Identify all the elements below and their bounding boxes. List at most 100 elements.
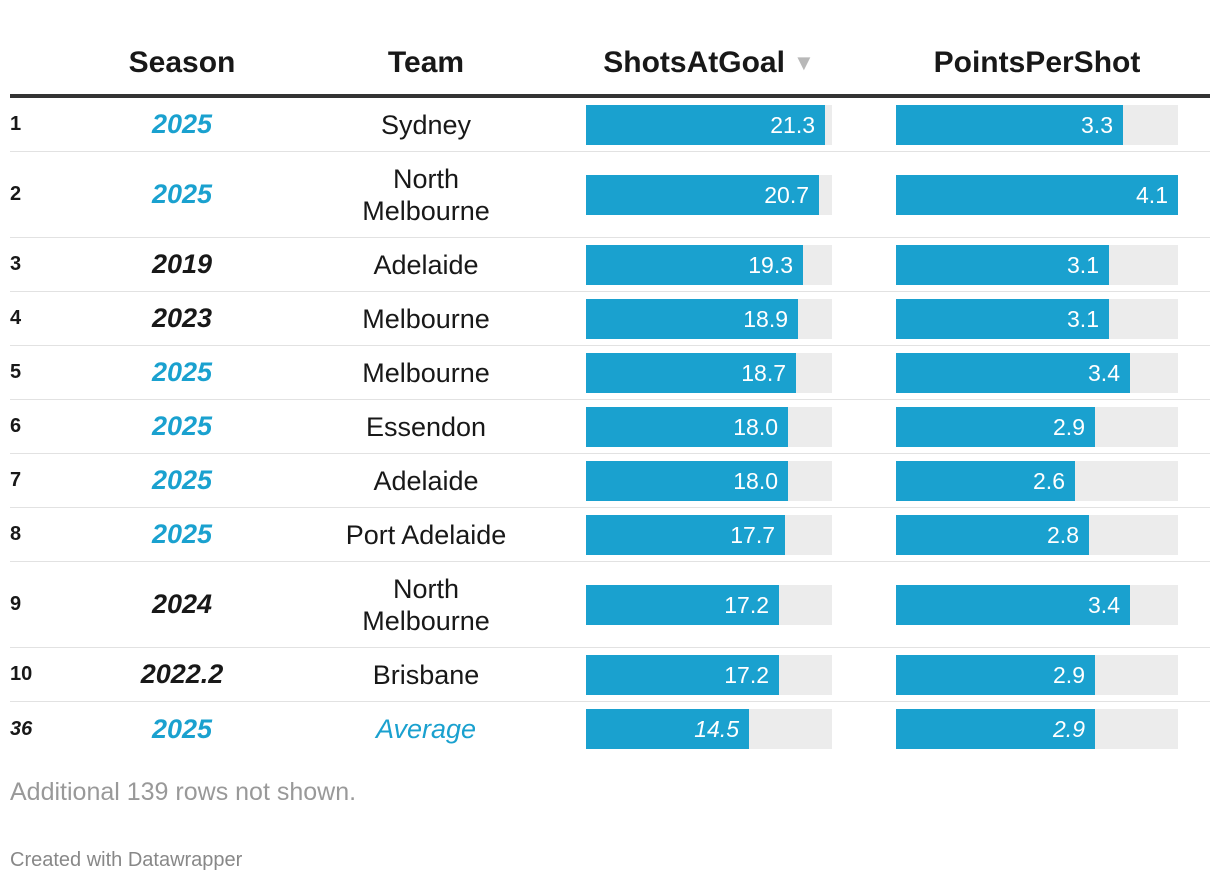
column-header-season-label: Season	[128, 46, 236, 79]
row-rank: 3	[10, 253, 22, 275]
shots-bar	[586, 407, 788, 447]
team-name-line: Essendon	[365, 411, 487, 442]
pps-value-label: 2.9	[1053, 716, 1085, 742]
row-rank: 9	[10, 593, 22, 615]
shots-bar	[586, 515, 785, 555]
pps-bar-track: 3.3	[896, 105, 1178, 145]
team-name-line: Melbourne	[362, 195, 490, 226]
column-header-team[interactable]: Team	[336, 46, 516, 80]
shots-bar	[586, 585, 779, 625]
season-cell: 2025	[151, 411, 213, 441]
table-row: 8 2025 Port Adelaide 17.7 2.8	[10, 508, 1210, 562]
team-cell: Sydney	[316, 98, 536, 151]
team-cell: Brisbane	[316, 648, 536, 701]
season-cell: 2019	[151, 249, 213, 279]
shots-bar-track: 18.9	[586, 299, 832, 339]
pps-bar	[896, 709, 1095, 749]
pps-bar	[896, 461, 1075, 501]
team-cell: North Melbourne	[316, 562, 536, 647]
pps-bar-track: 2.6	[896, 461, 1178, 501]
row-rank: 5	[10, 361, 22, 383]
shots-value-label: 18.0	[733, 414, 778, 440]
team-name-line: Sydney	[380, 109, 472, 140]
team-cell: Essendon	[316, 400, 536, 453]
rows-not-shown-note: Additional 139 rows not shown.	[10, 778, 357, 806]
pps-value-label: 2.6	[1033, 468, 1065, 494]
shots-bar	[586, 709, 749, 749]
shots-value-label: 14.5	[694, 716, 739, 742]
shots-bar-track: 17.7	[586, 515, 832, 555]
team-cell: North Melbourne	[316, 152, 536, 237]
shots-value-label: 21.3	[770, 112, 815, 138]
pps-bar-track: 2.9	[896, 655, 1178, 695]
season-cell: 2025	[151, 357, 213, 387]
table-body: 1 2025 Sydney 21.3 3.3 2 2025 North Melbourne 20.…	[10, 98, 1210, 756]
team-name-line: North	[392, 573, 459, 604]
row-rank: 36	[10, 717, 33, 740]
pps-value-label: 3.1	[1067, 306, 1099, 332]
column-header-team-label: Team	[387, 46, 465, 79]
shots-bar	[586, 353, 796, 393]
column-header-shots-at-goal[interactable]: ShotsAtGoal ▼	[586, 46, 832, 80]
shots-value-label: 18.9	[743, 306, 788, 332]
column-header-points-per-shot[interactable]: PointsPerShot	[896, 46, 1178, 80]
season-cell: 2025	[151, 713, 213, 744]
shots-bar	[586, 105, 825, 145]
column-header-season[interactable]: Season	[92, 46, 272, 80]
pps-bar-track: 2.9	[896, 709, 1178, 749]
table-row: 6 2025 Essendon 18.0 2.9	[10, 400, 1210, 454]
table-header: Season Team ShotsAtGoal ▼ PointsPerShot	[10, 26, 1210, 98]
table-row: 36 2025 Average 14.5 2.9	[10, 702, 1210, 756]
season-cell: 2022.2	[140, 659, 224, 689]
shots-bar-track: 21.3	[586, 105, 832, 145]
team-name-line: Melbourne	[362, 303, 490, 334]
table-row: 7 2025 Adelaide 18.0 2.6	[10, 454, 1210, 508]
shots-bar	[586, 175, 819, 215]
row-rank: 2	[10, 183, 22, 205]
row-rank: 4	[10, 307, 22, 329]
team-cell: Melbourne	[316, 292, 536, 345]
pps-bar-track: 2.9	[896, 407, 1178, 447]
column-header-shots-label: ShotsAtGoal	[603, 46, 785, 79]
pps-bar	[896, 105, 1123, 145]
datawrapper-credit: Created with Datawrapper	[10, 849, 243, 871]
pps-bar	[896, 245, 1109, 285]
pps-value-label: 3.4	[1088, 592, 1120, 618]
shots-bar	[586, 299, 798, 339]
row-rank: 6	[10, 415, 22, 437]
shots-bar-track: 18.0	[586, 461, 832, 501]
shots-value-label: 19.3	[748, 252, 793, 278]
pps-bar-track: 3.4	[896, 353, 1178, 393]
pps-bar	[896, 407, 1095, 447]
season-cell: 2025	[151, 465, 213, 495]
shots-bar-track: 18.7	[586, 353, 832, 393]
row-rank: 1	[10, 113, 22, 135]
shots-bar-track: 14.5	[586, 709, 832, 749]
pps-bar-track: 3.4	[896, 585, 1178, 625]
pps-value-label: 2.8	[1047, 522, 1079, 548]
shots-value-label: 20.7	[764, 182, 809, 208]
table-row: 9 2024 North Melbourne 17.2 3.4	[10, 562, 1210, 648]
pps-bar-track: 3.1	[896, 245, 1178, 285]
team-cell: Adelaide	[316, 238, 536, 291]
season-cell: 2023	[151, 303, 213, 333]
shots-bar	[586, 461, 788, 501]
season-cell: 2025	[151, 179, 213, 209]
sort-descending-icon: ▼	[792, 50, 815, 75]
row-rank: 10	[10, 663, 33, 685]
shots-bar	[586, 245, 803, 285]
pps-bar-track: 2.8	[896, 515, 1178, 555]
pps-bar	[896, 515, 1089, 555]
pps-value-label: 4.1	[1136, 182, 1168, 208]
pps-bar	[896, 299, 1109, 339]
team-cell: Adelaide	[316, 454, 536, 507]
team-cell: Average	[316, 702, 536, 756]
row-rank: 8	[10, 523, 22, 545]
table-row: 4 2023 Melbourne 18.9 3.1	[10, 292, 1210, 346]
pps-value-label: 2.9	[1053, 662, 1085, 688]
shots-bar-track: 20.7	[586, 175, 832, 215]
table-row: 10 2022.2 Brisbane 17.2 2.9	[10, 648, 1210, 702]
season-cell: 2024	[151, 589, 213, 619]
shots-bar-track: 17.2	[586, 585, 832, 625]
shots-bar-track: 19.3	[586, 245, 832, 285]
